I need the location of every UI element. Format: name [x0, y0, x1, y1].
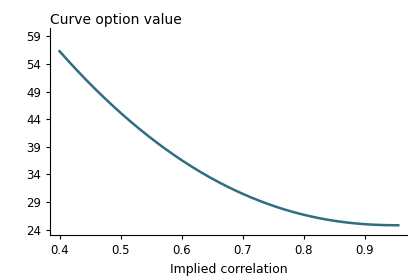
X-axis label: Implied correlation: Implied correlation	[170, 263, 288, 276]
Text: Curve option value: Curve option value	[50, 13, 182, 27]
